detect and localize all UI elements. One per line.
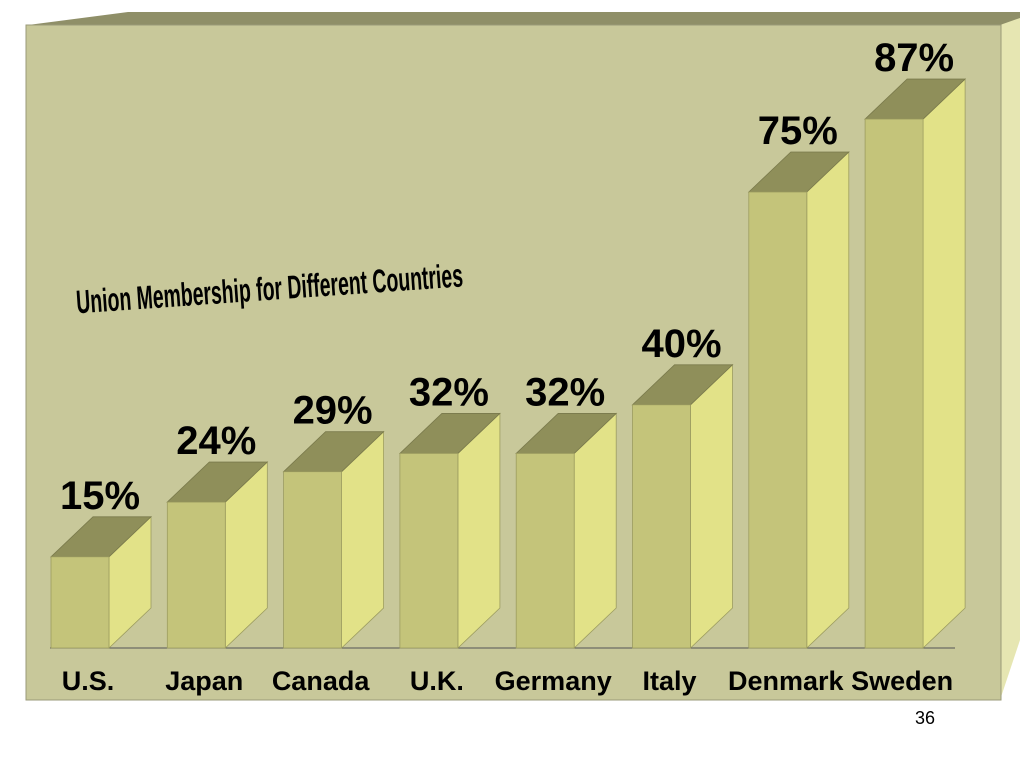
bar-front-face: [632, 404, 691, 649]
value-label: 24%: [176, 419, 256, 463]
backdrop-top-face: [28, 12, 1020, 25]
bar-germany: [515, 412, 618, 649]
value-label: 32%: [525, 370, 605, 414]
category-label: U.K.: [410, 666, 464, 696]
category-label: Germany: [495, 666, 612, 696]
bar-us: [50, 515, 152, 649]
bar-side-face: [573, 412, 617, 649]
page-number: 36: [914, 708, 936, 728]
bar-front-face: [864, 118, 924, 649]
backdrop-side-face: [1000, 18, 1020, 700]
bar-side-face: [457, 412, 501, 649]
bar-japan: [166, 461, 269, 649]
value-label: 32%: [409, 370, 489, 414]
category-label: Sweden: [851, 666, 953, 696]
category-label: Japan: [165, 666, 243, 696]
bar-canada: [282, 430, 385, 649]
bar-side-face: [922, 78, 966, 649]
value-label: 75%: [758, 109, 838, 153]
bar-front-face: [515, 453, 575, 649]
bar-front-face: [166, 501, 226, 649]
bar-front-face: [50, 556, 110, 649]
bar-side-face: [806, 151, 850, 649]
category-label: Canada: [272, 666, 371, 696]
bar-side-face: [690, 363, 733, 649]
bar-denmark: [747, 151, 850, 649]
bar-sweden: [864, 78, 967, 649]
value-label: 15%: [60, 474, 140, 518]
value-labels-layer: 15% 24% 29% 32% 32% 40% 75% 87%: [60, 36, 954, 518]
category-labels-layer: U.S. Japan Canada U.K. Germany Italy Denmark Sw…: [62, 666, 953, 696]
category-label: Italy: [642, 666, 696, 696]
bar-italy: [631, 363, 734, 649]
bar-front-face: [283, 471, 343, 649]
bar-front-face: [399, 453, 459, 649]
bars-layer: [50, 78, 967, 649]
value-label: 40%: [641, 322, 721, 366]
category-label: U.S.: [62, 666, 115, 696]
value-label: 87%: [874, 36, 954, 80]
bar-front-face: [748, 191, 808, 649]
bar-uk: [398, 412, 501, 649]
value-label: 29%: [293, 389, 373, 433]
category-label: Denmark: [728, 666, 845, 696]
